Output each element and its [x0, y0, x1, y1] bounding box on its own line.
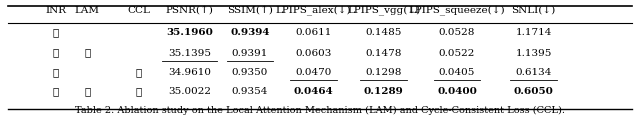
Text: 0.1478: 0.1478 — [365, 49, 402, 58]
Text: LPIPS_vgg(↓): LPIPS_vgg(↓) — [347, 5, 420, 15]
Text: ✓: ✓ — [52, 49, 59, 58]
Text: 0.0603: 0.0603 — [296, 49, 332, 58]
Text: 0.6134: 0.6134 — [515, 68, 552, 77]
Text: 0.0400: 0.0400 — [437, 87, 477, 96]
Text: SSIM(↑): SSIM(↑) — [227, 6, 273, 15]
Text: CCL: CCL — [127, 6, 150, 15]
Text: 35.0022: 35.0022 — [168, 87, 211, 96]
Text: 0.9394: 0.9394 — [230, 28, 269, 37]
Text: ✓: ✓ — [84, 87, 90, 96]
Text: 0.0528: 0.0528 — [439, 28, 475, 37]
Text: INR: INR — [45, 6, 66, 15]
Text: 0.0611: 0.0611 — [296, 28, 332, 37]
Text: PSNR(↑): PSNR(↑) — [165, 6, 213, 15]
Text: 0.9350: 0.9350 — [232, 68, 268, 77]
Text: 0.9354: 0.9354 — [232, 87, 268, 96]
Text: SNLI(↓): SNLI(↓) — [511, 6, 556, 15]
Text: 1.1714: 1.1714 — [515, 28, 552, 37]
Text: 35.1960: 35.1960 — [166, 28, 213, 37]
Text: 1.1395: 1.1395 — [515, 49, 552, 58]
Text: 0.1298: 0.1298 — [365, 68, 402, 77]
Text: ✓: ✓ — [52, 87, 59, 96]
Text: 0.1289: 0.1289 — [364, 87, 404, 96]
Text: LAM: LAM — [75, 6, 100, 15]
Text: LPIPS_alex(↓): LPIPS_alex(↓) — [276, 5, 351, 15]
Text: ✓: ✓ — [135, 87, 141, 96]
Text: 0.0464: 0.0464 — [294, 87, 333, 96]
Text: 0.1485: 0.1485 — [365, 28, 402, 37]
Text: ✓: ✓ — [135, 68, 141, 77]
Text: Table 2. Ablation study on the Local Attention Mechanism (LAM) and Cycle-Consist: Table 2. Ablation study on the Local Att… — [75, 106, 565, 115]
Text: ✓: ✓ — [84, 49, 90, 58]
Text: 0.0405: 0.0405 — [439, 68, 475, 77]
Text: LPIPS_squeeze(↓): LPIPS_squeeze(↓) — [409, 5, 506, 15]
Text: 0.6050: 0.6050 — [513, 87, 554, 96]
Text: 0.0522: 0.0522 — [439, 49, 475, 58]
Text: 0.9391: 0.9391 — [232, 49, 268, 58]
Text: 35.1395: 35.1395 — [168, 49, 211, 58]
Text: ✓: ✓ — [52, 28, 59, 37]
Text: 0.0470: 0.0470 — [296, 68, 332, 77]
Text: ✓: ✓ — [52, 68, 59, 77]
Text: 34.9610: 34.9610 — [168, 68, 211, 77]
